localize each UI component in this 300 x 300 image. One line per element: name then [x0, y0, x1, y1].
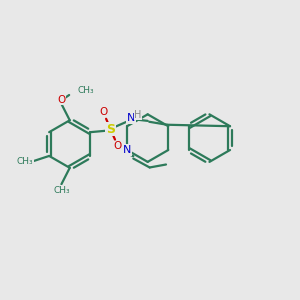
Text: O: O [57, 95, 65, 105]
Text: S: S [106, 123, 115, 136]
Text: O: O [114, 141, 122, 152]
Text: H: H [134, 110, 142, 120]
Text: CH₃: CH₃ [16, 157, 33, 166]
Text: O: O [99, 107, 107, 117]
Text: N: N [123, 145, 131, 155]
Text: N: N [127, 113, 135, 123]
Text: CH₃: CH₃ [53, 186, 70, 195]
Text: CH₃: CH₃ [77, 86, 94, 95]
